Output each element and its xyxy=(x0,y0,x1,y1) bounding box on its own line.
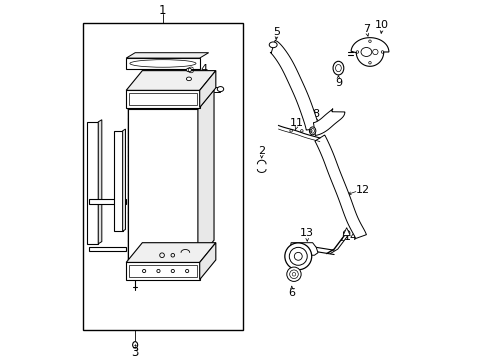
Polygon shape xyxy=(314,135,366,239)
Ellipse shape xyxy=(142,269,145,273)
Text: 12: 12 xyxy=(355,185,369,195)
Polygon shape xyxy=(128,90,214,109)
Ellipse shape xyxy=(332,61,343,75)
Polygon shape xyxy=(83,23,242,330)
Polygon shape xyxy=(122,129,125,231)
Polygon shape xyxy=(88,247,126,251)
Polygon shape xyxy=(343,228,349,235)
Polygon shape xyxy=(126,71,215,90)
Polygon shape xyxy=(313,109,344,135)
Text: 6: 6 xyxy=(288,288,295,298)
Polygon shape xyxy=(126,53,208,58)
Polygon shape xyxy=(113,131,122,231)
Ellipse shape xyxy=(185,269,188,273)
Polygon shape xyxy=(126,243,215,262)
Ellipse shape xyxy=(157,269,160,273)
Text: 14: 14 xyxy=(344,232,358,242)
Ellipse shape xyxy=(217,86,223,91)
Ellipse shape xyxy=(171,269,174,273)
Ellipse shape xyxy=(286,267,301,282)
Polygon shape xyxy=(126,262,199,280)
Text: 3: 3 xyxy=(131,346,139,359)
Text: 8: 8 xyxy=(312,109,319,119)
Text: 5: 5 xyxy=(273,27,280,37)
Ellipse shape xyxy=(294,252,302,260)
Ellipse shape xyxy=(132,342,138,348)
Polygon shape xyxy=(128,109,198,260)
Ellipse shape xyxy=(309,127,315,135)
Polygon shape xyxy=(350,38,388,66)
Text: 13: 13 xyxy=(300,228,314,238)
Polygon shape xyxy=(129,265,196,277)
Text: 4: 4 xyxy=(201,64,207,74)
Polygon shape xyxy=(289,243,317,255)
Text: 10: 10 xyxy=(374,20,388,30)
Polygon shape xyxy=(199,243,215,280)
Ellipse shape xyxy=(186,77,191,81)
Polygon shape xyxy=(126,58,199,69)
Text: 7: 7 xyxy=(363,24,370,34)
Polygon shape xyxy=(129,93,196,105)
Text: 11: 11 xyxy=(289,118,303,128)
Text: 1: 1 xyxy=(159,4,166,17)
Text: 9: 9 xyxy=(334,78,341,88)
Polygon shape xyxy=(126,90,199,108)
Ellipse shape xyxy=(284,243,311,270)
Text: 2: 2 xyxy=(258,145,264,156)
Ellipse shape xyxy=(186,68,191,72)
Ellipse shape xyxy=(343,230,349,236)
Polygon shape xyxy=(198,90,214,260)
Polygon shape xyxy=(98,120,102,244)
Polygon shape xyxy=(88,199,126,204)
Ellipse shape xyxy=(269,42,277,48)
Ellipse shape xyxy=(292,273,295,276)
Polygon shape xyxy=(87,122,98,244)
Polygon shape xyxy=(199,71,215,108)
Polygon shape xyxy=(269,40,318,130)
